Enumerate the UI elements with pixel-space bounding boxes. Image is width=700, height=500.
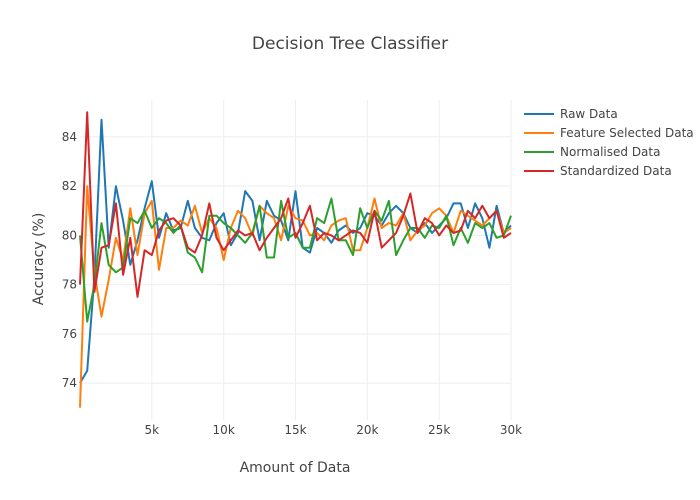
series-line-raw-data bbox=[79, 118, 512, 384]
plot-series bbox=[79, 111, 512, 408]
y-axis-label: Accuracy (%) bbox=[31, 213, 47, 306]
series-line-standardized-data bbox=[79, 111, 512, 298]
y-tick-label: 76 bbox=[62, 327, 77, 341]
x-tick-label: 10k bbox=[213, 423, 235, 437]
y-tick-label: 78 bbox=[62, 278, 77, 292]
x-axis-label: Amount of Data bbox=[240, 460, 351, 476]
x-tick-label: 30k bbox=[500, 423, 522, 437]
x-tick-label: 15k bbox=[284, 423, 306, 437]
legend-label: Normalised Data bbox=[560, 145, 660, 159]
chart-title: Decision Tree Classifier bbox=[252, 34, 448, 54]
y-tick-label: 74 bbox=[62, 376, 77, 390]
x-tick-label: 25k bbox=[428, 423, 450, 437]
legend: Raw Data Feature Selected Data Normalised … bbox=[524, 107, 694, 178]
legend-label: Feature Selected Data bbox=[560, 126, 694, 140]
legend-label: Standardized Data bbox=[560, 164, 672, 178]
y-tick-label: 82 bbox=[62, 179, 77, 193]
series-line-feature-selected-data bbox=[79, 185, 512, 408]
y-tick-label: 80 bbox=[62, 228, 77, 242]
gridlines bbox=[80, 100, 512, 420]
y-tick-label: 84 bbox=[62, 130, 77, 144]
legend-label: Raw Data bbox=[560, 107, 618, 121]
y-axis-ticks: 74 76 78 80 82 84 bbox=[62, 130, 77, 390]
x-tick-label: 20k bbox=[356, 423, 378, 437]
x-axis-ticks: 5k 10k 15k 20k 25k 30k bbox=[145, 423, 523, 437]
x-tick-label: 5k bbox=[145, 423, 160, 437]
